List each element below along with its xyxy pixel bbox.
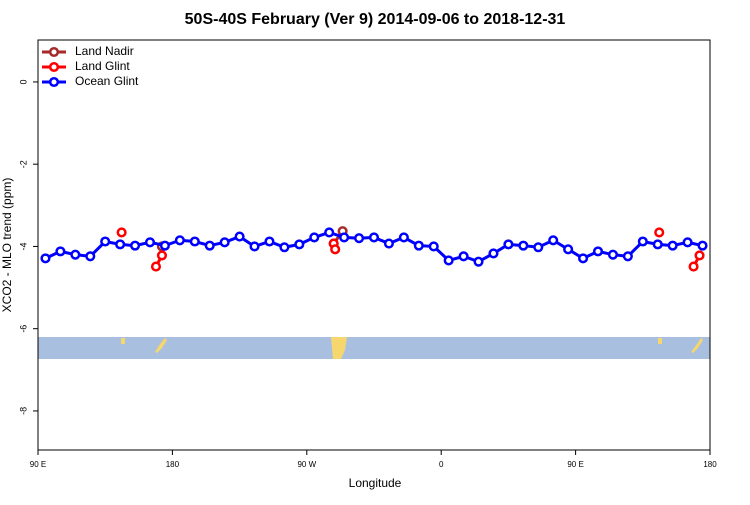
land-patch: [155, 338, 167, 353]
data-point: [548, 235, 559, 246]
data-point: [622, 251, 633, 262]
legend-marker: [48, 46, 60, 58]
data-point: [174, 235, 185, 246]
data-point: [189, 236, 200, 247]
x-tick-label: 180: [166, 460, 180, 469]
y-tick-label: -6: [18, 325, 28, 333]
data-point: [150, 261, 162, 272]
data-point: [428, 241, 439, 252]
y-tick-label: -4: [18, 242, 28, 250]
data-point: [130, 240, 141, 251]
legend-label: Land Nadir: [75, 44, 134, 58]
data-point: [324, 227, 335, 238]
data-point: [219, 237, 230, 248]
data-point: [330, 244, 341, 255]
data-point: [607, 249, 618, 260]
ocean-band: [38, 337, 710, 359]
data-point: [518, 240, 529, 251]
data-point: [383, 238, 394, 249]
land-patch: [331, 337, 347, 359]
chart-title: 50S-40S February (Ver 9) 2014-09-06 to 2…: [185, 11, 566, 28]
data-point: [694, 250, 705, 261]
data-point: [667, 240, 678, 251]
data-point: [637, 236, 648, 247]
land-patch: [658, 338, 662, 344]
data-point: [458, 251, 469, 262]
data-point: [398, 232, 409, 243]
data-point: [85, 251, 96, 262]
y-tick-label: 0: [18, 79, 28, 84]
land-patch: [121, 338, 125, 344]
data-point: [413, 240, 424, 251]
data-point: [279, 242, 290, 253]
data-point: [115, 239, 126, 250]
land-ocean-band: [38, 337, 710, 359]
data-point: [294, 239, 305, 250]
data-point: [204, 240, 215, 251]
data-point: [70, 249, 81, 260]
data-point: [249, 241, 260, 252]
x-tick-label: 90 W: [297, 460, 316, 469]
data-point: [309, 232, 320, 243]
land-patch: [691, 338, 703, 353]
legend-label: Ocean Glint: [75, 74, 139, 88]
data-point: [652, 239, 663, 250]
data-point: [697, 240, 708, 251]
data-point: [339, 232, 350, 243]
data-point: [55, 246, 66, 257]
data-point: [264, 236, 275, 247]
data-point: [488, 248, 499, 259]
data-point: [688, 261, 699, 272]
data-point: [144, 237, 156, 248]
legend-marker: [48, 61, 60, 73]
data-point: [354, 233, 365, 244]
data-point: [473, 256, 484, 267]
data-point: [682, 237, 693, 248]
plot-frame: [37, 39, 711, 451]
x-tick-label: 90 E: [30, 460, 46, 469]
data-point: [40, 253, 51, 264]
data-point: [654, 227, 665, 238]
legend-label: Land Glint: [75, 59, 130, 73]
x-axis-label: Longitude: [349, 476, 402, 490]
data-point: [592, 246, 604, 257]
x-tick-label: 90 E: [567, 460, 583, 469]
data-point: [100, 236, 111, 247]
y-tick-label: -8: [18, 407, 28, 415]
data-point: [234, 231, 245, 242]
data-point: [116, 227, 127, 238]
data-point: [159, 240, 170, 251]
data-point: [503, 239, 514, 250]
legend-marker: [48, 76, 60, 88]
data-point: [578, 253, 589, 264]
y-axis-label: XCO2 - MLO trend (ppm): [0, 178, 14, 313]
data-point: [443, 255, 454, 266]
data-point: [156, 250, 167, 261]
data-point: [563, 244, 574, 255]
x-tick-label: 180: [703, 460, 717, 469]
data-point: [368, 232, 380, 243]
data-point: [533, 242, 544, 253]
x-tick-label: 0: [439, 460, 444, 469]
y-tick-label: -2: [18, 160, 28, 168]
